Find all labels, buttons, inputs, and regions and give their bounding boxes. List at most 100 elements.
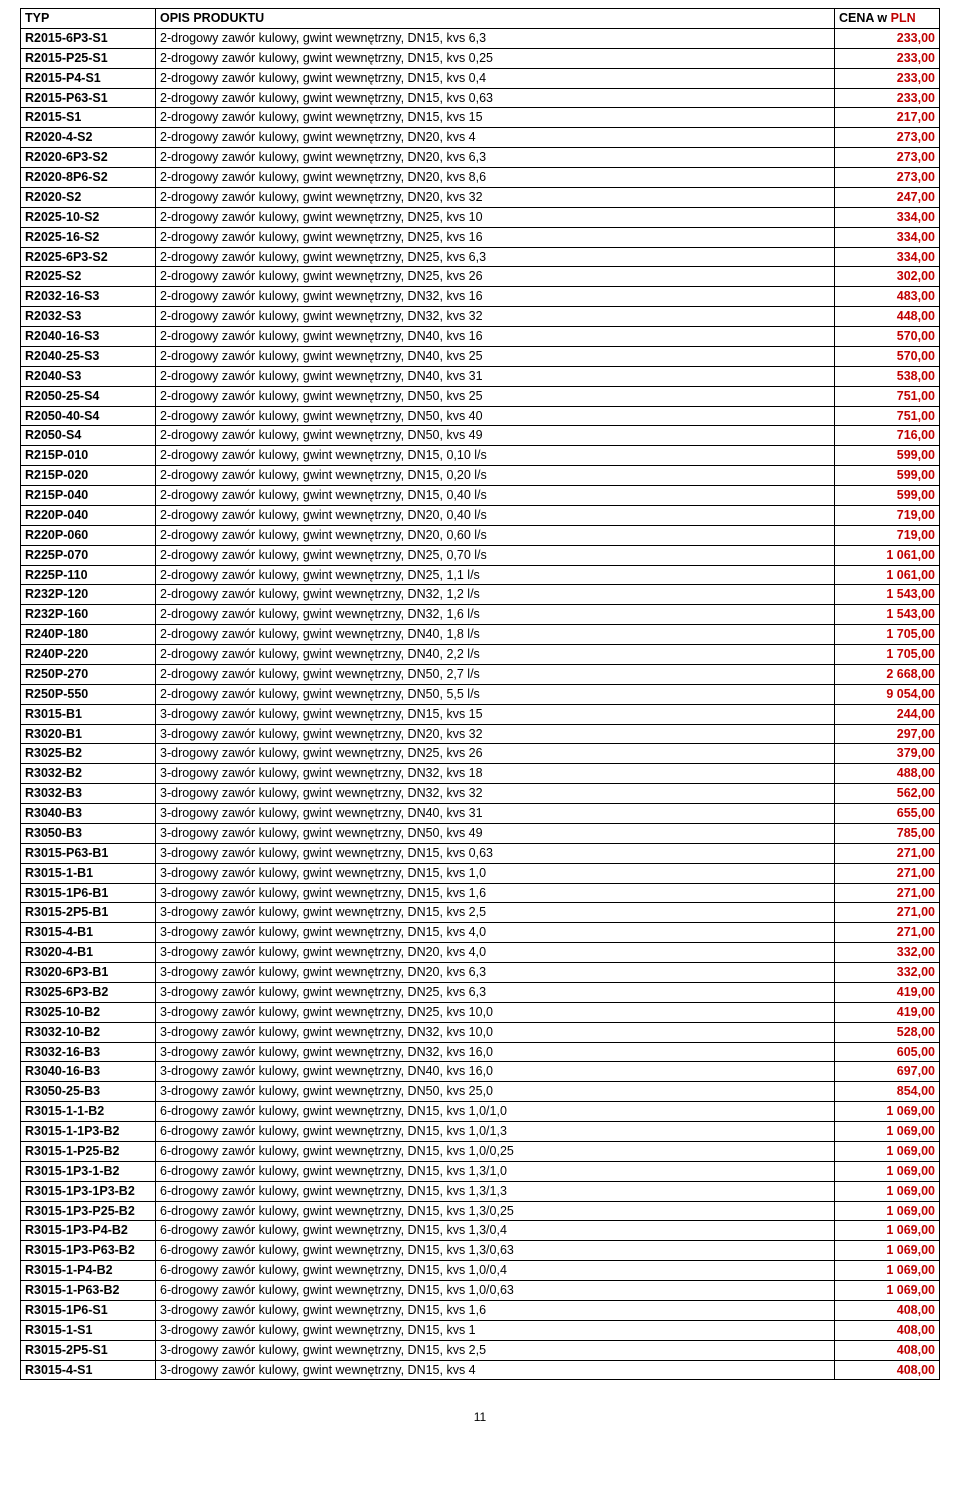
cell-typ: R3050-B3 [21,823,156,843]
table-row: R3015-4-B13-drogowy zawór kulowy, gwint … [21,923,940,943]
cell-opis: 2-drogowy zawór kulowy, gwint wewnętrzny… [156,466,835,486]
cell-opis: 2-drogowy zawór kulowy, gwint wewnętrzny… [156,645,835,665]
cell-cena: 605,00 [835,1042,940,1062]
cell-typ: R250P-550 [21,684,156,704]
cell-opis: 6-drogowy zawór kulowy, gwint wewnętrzny… [156,1141,835,1161]
table-row: R240P-1802-drogowy zawór kulowy, gwint w… [21,625,940,645]
cell-cena: 538,00 [835,366,940,386]
cell-cena: 217,00 [835,108,940,128]
cell-cena: 1 705,00 [835,625,940,645]
cell-typ: R2050-25-S4 [21,386,156,406]
page-number: 11 [20,1410,940,1424]
cell-typ: R2025-6P3-S2 [21,247,156,267]
table-row: R2015-P25-S12-drogowy zawór kulowy, gwin… [21,48,940,68]
cell-typ: R2020-4-S2 [21,128,156,148]
cell-typ: R3032-B3 [21,784,156,804]
cell-cena: 419,00 [835,982,940,1002]
cell-typ: R2015-S1 [21,108,156,128]
table-row: R3015-1-B13-drogowy zawór kulowy, gwint … [21,863,940,883]
table-row: R250P-2702-drogowy zawór kulowy, gwint w… [21,664,940,684]
cell-opis: 2-drogowy zawór kulowy, gwint wewnętrzny… [156,486,835,506]
table-row: R3025-B23-drogowy zawór kulowy, gwint we… [21,744,940,764]
cell-opis: 2-drogowy zawór kulowy, gwint wewnętrzny… [156,386,835,406]
table-row: R2025-S22-drogowy zawór kulowy, gwint we… [21,267,940,287]
cell-opis: 2-drogowy zawór kulowy, gwint wewnętrzny… [156,168,835,188]
cell-typ: R215P-040 [21,486,156,506]
cell-opis: 3-drogowy zawór kulowy, gwint wewnętrzny… [156,923,835,943]
cell-typ: R250P-270 [21,664,156,684]
cell-opis: 2-drogowy zawór kulowy, gwint wewnętrzny… [156,187,835,207]
cell-typ: R2050-40-S4 [21,406,156,426]
cell-cena: 419,00 [835,1002,940,1022]
table-row: R215P-0202-drogowy zawór kulowy, gwint w… [21,466,940,486]
cell-typ: R240P-220 [21,645,156,665]
cell-typ: R2025-16-S2 [21,227,156,247]
cell-typ: R2032-16-S3 [21,287,156,307]
cell-typ: R3020-B1 [21,724,156,744]
cell-typ: R220P-060 [21,525,156,545]
cell-typ: R2025-10-S2 [21,207,156,227]
cell-opis: 3-drogowy zawór kulowy, gwint wewnętrzny… [156,843,835,863]
cell-typ: R3015-1P6-B1 [21,883,156,903]
cell-cena: 334,00 [835,247,940,267]
cell-cena: 1 069,00 [835,1201,940,1221]
cell-cena: 334,00 [835,227,940,247]
cell-typ: R3040-16-B3 [21,1062,156,1082]
table-row: R3020-4-B13-drogowy zawór kulowy, gwint … [21,943,940,963]
table-row: R3015-1P3-1-B26-drogowy zawór kulowy, gw… [21,1161,940,1181]
cell-cena: 233,00 [835,48,940,68]
table-row: R2050-S42-drogowy zawór kulowy, gwint we… [21,426,940,446]
cell-opis: 3-drogowy zawór kulowy, gwint wewnętrzny… [156,863,835,883]
cell-opis: 2-drogowy zawór kulowy, gwint wewnętrzny… [156,28,835,48]
table-row: R3015-1-P63-B26-drogowy zawór kulowy, gw… [21,1281,940,1301]
cell-typ: R3015-2P5-B1 [21,903,156,923]
cell-opis: 3-drogowy zawór kulowy, gwint wewnętrzny… [156,744,835,764]
cell-typ: R3015-4-B1 [21,923,156,943]
cell-opis: 2-drogowy zawór kulowy, gwint wewnętrzny… [156,227,835,247]
cell-cena: 271,00 [835,863,940,883]
cell-opis: 3-drogowy zawór kulowy, gwint wewnętrzny… [156,1042,835,1062]
cell-cena: 562,00 [835,784,940,804]
table-row: R3015-1P3-P25-B26-drogowy zawór kulowy, … [21,1201,940,1221]
cell-cena: 273,00 [835,168,940,188]
cell-typ: R3015-1P3-1P3-B2 [21,1181,156,1201]
cell-typ: R3015-2P5-S1 [21,1340,156,1360]
table-row: R2015-P63-S12-drogowy zawór kulowy, gwin… [21,88,940,108]
cell-opis: 3-drogowy zawór kulowy, gwint wewnętrzny… [156,704,835,724]
cell-cena: 599,00 [835,486,940,506]
table-row: R3050-B33-drogowy zawór kulowy, gwint we… [21,823,940,843]
cell-cena: 1 069,00 [835,1241,940,1261]
page-container: TYP OPIS PRODUKTU CENA w PLN R2015-6P3-S… [0,0,960,1444]
cell-opis: 3-drogowy zawór kulowy, gwint wewnętrzny… [156,1360,835,1380]
table-row: R2020-S22-drogowy zawór kulowy, gwint we… [21,187,940,207]
table-row: R3040-16-B33-drogowy zawór kulowy, gwint… [21,1062,940,1082]
table-row: R3050-25-B33-drogowy zawór kulowy, gwint… [21,1082,940,1102]
cell-cena: 271,00 [835,883,940,903]
cell-typ: R3015-4-S1 [21,1360,156,1380]
cell-cena: 528,00 [835,1022,940,1042]
cell-cena: 448,00 [835,307,940,327]
table-row: R2015-S12-drogowy zawór kulowy, gwint we… [21,108,940,128]
cell-cena: 1 543,00 [835,605,940,625]
table-row: R225P-1102-drogowy zawór kulowy, gwint w… [21,565,940,585]
cell-typ: R3025-B2 [21,744,156,764]
table-row: R3015-1P3-1P3-B26-drogowy zawór kulowy, … [21,1181,940,1201]
cell-opis: 2-drogowy zawór kulowy, gwint wewnętrzny… [156,108,835,128]
cell-cena: 1 061,00 [835,565,940,585]
header-opis: OPIS PRODUKTU [156,9,835,29]
cell-opis: 2-drogowy zawór kulowy, gwint wewnętrzny… [156,48,835,68]
cell-cena: 1 069,00 [835,1261,940,1281]
cell-opis: 6-drogowy zawór kulowy, gwint wewnętrzny… [156,1122,835,1142]
cell-opis: 3-drogowy zawór kulowy, gwint wewnętrzny… [156,784,835,804]
cell-typ: R225P-070 [21,545,156,565]
table-row: R3015-1P6-B13-drogowy zawór kulowy, gwin… [21,883,940,903]
table-row: R3015-1-P4-B26-drogowy zawór kulowy, gwi… [21,1261,940,1281]
cell-typ: R225P-110 [21,565,156,585]
table-row: R215P-0402-drogowy zawór kulowy, gwint w… [21,486,940,506]
cell-opis: 2-drogowy zawór kulowy, gwint wewnętrzny… [156,128,835,148]
cell-typ: R2040-25-S3 [21,346,156,366]
cell-typ: R2020-6P3-S2 [21,148,156,168]
header-cena-prefix: CENA w [839,11,891,25]
cell-opis: 3-drogowy zawór kulowy, gwint wewnętrzny… [156,963,835,983]
cell-cena: 9 054,00 [835,684,940,704]
